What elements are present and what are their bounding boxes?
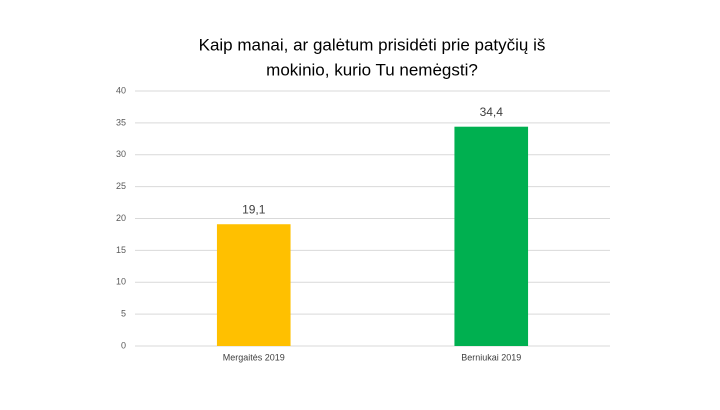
chart-title: mokinio, kurio Tu nemėgsti?	[266, 60, 478, 79]
y-tick-label: 20	[116, 213, 126, 223]
chart-title: Kaip manai, ar galėtum prisidėti prie pa…	[199, 35, 546, 54]
y-tick-label: 35	[116, 117, 126, 127]
y-tick-label: 5	[121, 309, 126, 319]
y-tick-label: 30	[116, 149, 126, 159]
y-tick-label: 15	[116, 245, 126, 255]
x-tick-label: Mergaitės 2019	[223, 352, 285, 362]
value-label: 19,1	[242, 202, 266, 216]
y-tick-label: 10	[116, 277, 126, 287]
y-tick-label: 40	[116, 85, 126, 95]
y-tick-label: 25	[116, 181, 126, 191]
y-tick-label: 0	[121, 340, 126, 350]
bar	[216, 224, 291, 346]
value-label: 34,4	[480, 105, 504, 119]
bar	[454, 126, 529, 346]
x-tick-label: Berniukai 2019	[461, 352, 521, 362]
